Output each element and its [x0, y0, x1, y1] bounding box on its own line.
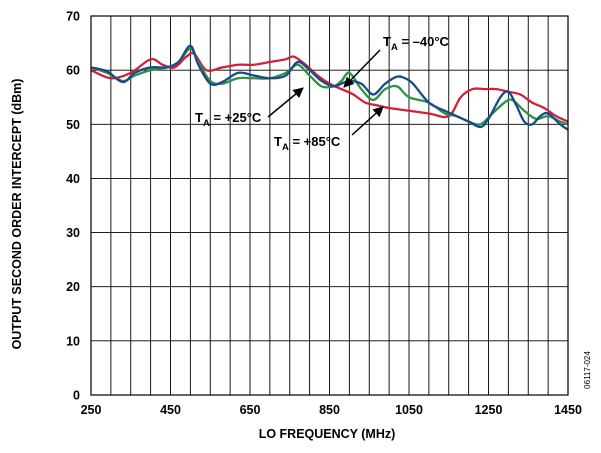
series-line-minus40	[90, 44, 569, 131]
annotation-plus85: TA = +85°C	[274, 134, 341, 153]
y-axis-title: OUTPUT SECOND ORDER INTERCEPT (dBm)	[10, 79, 24, 350]
annotation-plus85-rest: = +85°C	[289, 134, 341, 149]
y-tick-label: 0	[73, 389, 80, 403]
y-tick-label: 70	[66, 10, 80, 24]
y-tick-labels: 0 10 20 30 40 50 60 70	[66, 10, 80, 403]
arrow-plus25	[267, 87, 304, 118]
y-tick-label: 50	[66, 118, 80, 132]
y-tick-label: 20	[66, 280, 80, 294]
x-tick-label: 1250	[475, 403, 503, 417]
y-tick-label: 30	[66, 226, 80, 240]
arrow-minus40	[343, 49, 381, 88]
grid	[91, 16, 568, 395]
x-tick-labels: 250 450 650 850 1050 1250 1450	[81, 403, 582, 417]
x-axis-title: LO FREQUENCY (MHz)	[259, 427, 396, 441]
annotation-minus40: TA = –40°C	[383, 34, 450, 53]
x-tick-label: 450	[160, 403, 181, 417]
annotation-plus25: TA = +25°C	[195, 110, 262, 129]
x-tick-label: 650	[240, 403, 261, 417]
x-tick-label: 850	[319, 403, 340, 417]
y-tick-label: 10	[66, 334, 80, 348]
annotation-minus40-rest: = –40°C	[398, 34, 450, 49]
y-tick-label: 40	[66, 172, 80, 186]
x-tick-label: 250	[81, 403, 102, 417]
series-lines	[90, 44, 569, 131]
annotation-plus25-sub: A	[203, 118, 210, 129]
x-tick-label: 1450	[554, 403, 582, 417]
arrow-plus85	[351, 106, 384, 136]
annotation-minus40-sub: A	[391, 42, 398, 53]
annotation-minus40-t: T	[383, 34, 391, 49]
y-tick-label: 60	[66, 64, 80, 78]
plot-frame	[90, 15, 569, 396]
x-tick-label: 1050	[395, 403, 423, 417]
annotation-plus25-rest: = +25°C	[210, 110, 262, 125]
annotation-plus25-t: T	[195, 110, 203, 125]
annotation-plus85-t: T	[274, 134, 282, 149]
figure-id: 06117-024	[583, 351, 592, 389]
annotation-plus85-sub: A	[282, 142, 289, 153]
